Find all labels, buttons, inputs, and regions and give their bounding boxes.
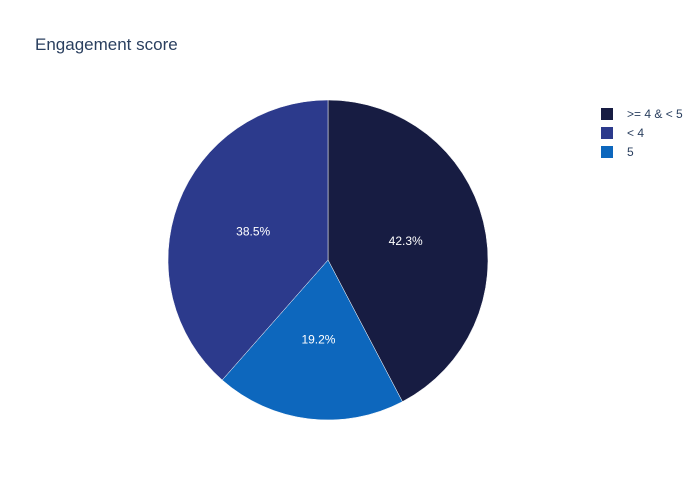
legend-label: >= 4 & < 5 — [627, 107, 683, 121]
legend-swatch — [601, 146, 613, 158]
chart-title: Engagement score — [35, 35, 178, 54]
legend-item[interactable]: < 4 — [601, 126, 644, 140]
pie-slices — [167, 99, 489, 421]
legend: >= 4 & < 5 < 4 5 — [601, 107, 683, 159]
legend-swatch — [601, 127, 613, 139]
slice-percent-label: 42.3% — [389, 234, 423, 248]
legend-swatch — [601, 108, 613, 120]
legend-label: < 4 — [627, 126, 644, 140]
slice-percent-label: 19.2% — [301, 332, 335, 346]
slice-percent-label: 38.5% — [236, 225, 270, 239]
legend-item[interactable]: >= 4 & < 5 — [601, 107, 683, 121]
pie-slice-2[interactable] — [167, 99, 329, 381]
pie-slice-1[interactable] — [221, 259, 403, 421]
pie-slice-labels: 42.3% 19.2% 38.5% — [236, 225, 423, 347]
legend-item[interactable]: 5 — [601, 145, 634, 159]
pie-slice-0[interactable] — [327, 99, 489, 402]
legend-label: 5 — [627, 145, 634, 159]
